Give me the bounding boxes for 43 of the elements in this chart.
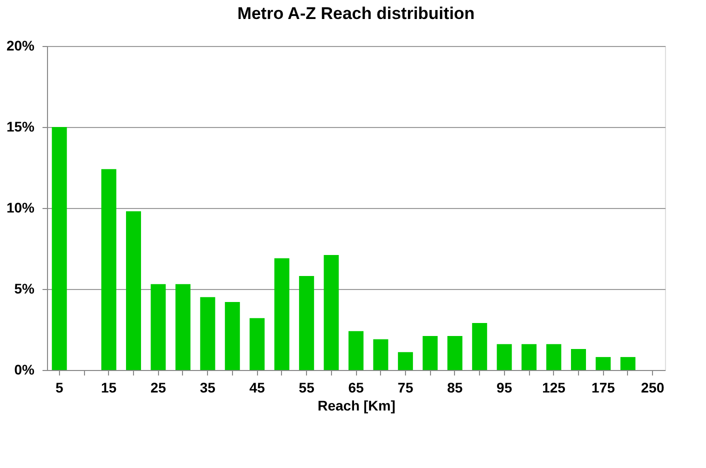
bar <box>620 357 636 370</box>
bar <box>324 254 339 370</box>
y-tick-label: 0% <box>14 362 36 378</box>
bar <box>447 336 462 370</box>
x-tick-label: 85 <box>447 380 463 396</box>
x-tick-label: 45 <box>249 380 266 396</box>
bar <box>299 276 314 370</box>
bar <box>596 357 611 370</box>
x-tick-label: 65 <box>348 380 364 396</box>
bar <box>546 344 562 370</box>
y-tick-label: 10% <box>6 200 36 216</box>
x-tick-label: 175 <box>592 380 616 396</box>
bar <box>348 331 364 370</box>
y-tick-label: 20% <box>6 38 36 54</box>
x-tick-label: 15 <box>101 380 117 396</box>
bar <box>398 352 413 370</box>
x-tick-label: 35 <box>200 380 216 396</box>
bar <box>101 169 116 370</box>
x-tick-label: 75 <box>398 380 414 396</box>
x-tick-label: 250 <box>640 380 665 396</box>
x-axis-title: Reach [Km] <box>318 398 396 414</box>
y-tick-label: 5% <box>14 280 36 296</box>
bar <box>570 348 586 370</box>
bar <box>52 127 67 370</box>
bar <box>126 211 142 370</box>
x-tick-label: 125 <box>542 380 566 396</box>
bar <box>496 344 512 370</box>
bar <box>472 323 488 370</box>
bar <box>175 284 190 370</box>
x-tick-label: 25 <box>150 380 166 396</box>
bar <box>522 344 537 370</box>
bar <box>422 336 438 370</box>
chart-title: Metro A-Z Reach distribuition <box>237 4 475 23</box>
bar <box>200 297 216 370</box>
bar <box>224 302 240 370</box>
x-tick-label: 5 <box>55 380 64 396</box>
y-tick-label: 15% <box>6 118 36 134</box>
x-tick-label: 95 <box>496 380 512 396</box>
x-tick-label: 55 <box>298 380 315 396</box>
bar <box>274 258 290 370</box>
bar <box>150 284 166 370</box>
bar <box>373 339 388 370</box>
bar <box>250 318 265 370</box>
